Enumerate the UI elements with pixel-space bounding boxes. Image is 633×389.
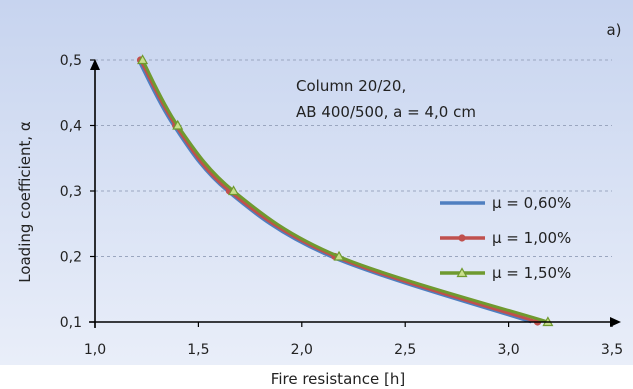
x-axis-arrow xyxy=(610,317,621,327)
annotation-line-2: AB 400/500, a = 4,0 cm xyxy=(296,103,476,121)
x-tick-label: 2,5 xyxy=(394,342,416,358)
y-tick-label: 0,4 xyxy=(60,119,82,135)
legend-label: μ = 1,00% xyxy=(492,229,571,247)
series-line xyxy=(141,59,549,324)
gridlines xyxy=(95,59,612,257)
axes xyxy=(89,59,621,328)
data-point-marker xyxy=(456,267,468,278)
y-axis-arrow xyxy=(90,59,100,70)
legend-label: μ = 1,50% xyxy=(492,264,571,282)
bottom-strip xyxy=(0,365,633,389)
series-line xyxy=(139,59,539,324)
y-tick-label: 0,5 xyxy=(60,53,82,69)
y-tick-label: 0,3 xyxy=(60,184,82,200)
chart-annotation: Column 20/20, AB 400/500, a = 4,0 cm xyxy=(296,77,476,121)
legend-entry: μ = 0,60% xyxy=(440,194,571,212)
panel-label: a) xyxy=(606,21,621,39)
tick-labels: 1,0 1,5 2,0 2,5 3,0 3,5 0,1 0,2 0,3 0,4 0,5 xyxy=(60,53,623,358)
x-tick-label: 1,0 xyxy=(84,342,106,358)
data-point-marker xyxy=(458,234,466,242)
data-point-marker xyxy=(137,54,149,65)
x-tick-label: 1,5 xyxy=(187,342,209,358)
y-tick-label: 0,2 xyxy=(60,250,82,266)
data-point-marker xyxy=(228,185,240,196)
legend-entry: μ = 1,00% xyxy=(440,229,571,247)
series-1 xyxy=(137,59,532,324)
legend: μ = 0,60% μ = 1,00% μ = 1,50% xyxy=(440,194,571,282)
y-tick-label: 0,1 xyxy=(60,315,82,331)
legend-label: μ = 0,60% xyxy=(492,194,571,212)
plot-background xyxy=(0,0,633,365)
data-point-marker xyxy=(172,119,184,130)
x-tick-label: 2,0 xyxy=(291,342,313,358)
x-axis-label: Fire resistance [h] xyxy=(271,370,405,388)
data-point-marker xyxy=(333,250,345,261)
x-tick-label: 3,5 xyxy=(601,342,623,358)
y-axis-label: Loading coefficient, α xyxy=(16,121,34,283)
series-line xyxy=(137,59,532,324)
annotation-line-1: Column 20/20, xyxy=(296,77,406,95)
series-layer xyxy=(136,54,554,327)
legend-entry: μ = 1,50% xyxy=(440,264,571,282)
x-tick-label: 3,0 xyxy=(497,342,519,358)
series-3 xyxy=(137,54,554,327)
